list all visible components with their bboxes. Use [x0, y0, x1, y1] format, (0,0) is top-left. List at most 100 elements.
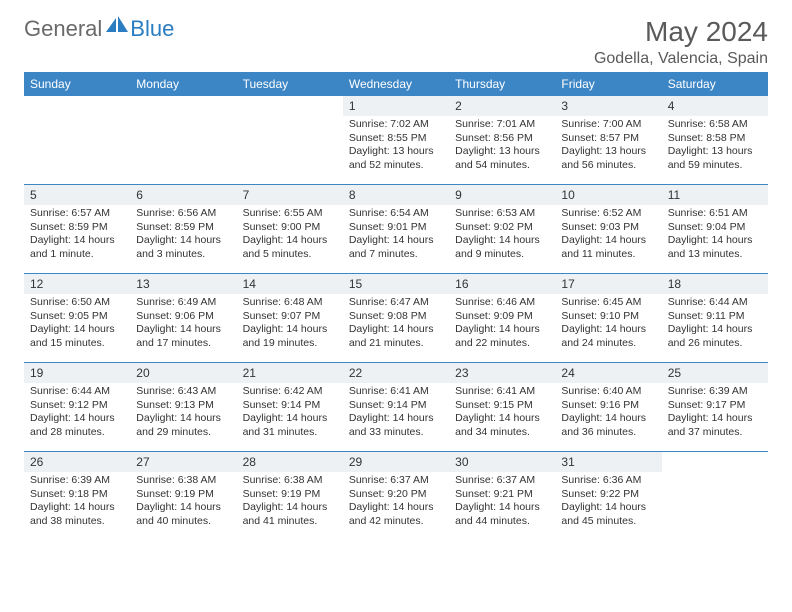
day-cell: 26Sunrise: 6:39 AMSunset: 9:18 PMDayligh…	[24, 452, 130, 540]
daylight-line: Daylight: 14 hours and 15 minutes.	[30, 323, 124, 350]
sunset-line: Sunset: 9:01 PM	[349, 221, 443, 235]
day-number: 9	[449, 185, 555, 205]
day-detail: Sunrise: 6:39 AMSunset: 9:17 PMDaylight:…	[662, 383, 768, 444]
sunset-line: Sunset: 9:03 PM	[561, 221, 655, 235]
day-cell: 15Sunrise: 6:47 AMSunset: 9:08 PMDayligh…	[343, 274, 449, 362]
calendar: SundayMondayTuesdayWednesdayThursdayFrid…	[24, 72, 768, 540]
day-number: 10	[555, 185, 661, 205]
day-detail: Sunrise: 6:55 AMSunset: 9:00 PMDaylight:…	[237, 205, 343, 266]
daylight-line: Daylight: 14 hours and 44 minutes.	[455, 501, 549, 528]
day-number: 6	[130, 185, 236, 205]
day-detail: Sunrise: 6:37 AMSunset: 9:20 PMDaylight:…	[343, 472, 449, 533]
sunset-line: Sunset: 9:02 PM	[455, 221, 549, 235]
sunset-line: Sunset: 9:16 PM	[561, 399, 655, 413]
day-number: 1	[343, 96, 449, 116]
day-number	[237, 96, 343, 102]
sunrise-line: Sunrise: 6:40 AM	[561, 385, 655, 399]
sunrise-line: Sunrise: 6:36 AM	[561, 474, 655, 488]
sunrise-line: Sunrise: 6:50 AM	[30, 296, 124, 310]
day-cell: 7Sunrise: 6:55 AMSunset: 9:00 PMDaylight…	[237, 185, 343, 273]
day-number: 17	[555, 274, 661, 294]
day-cell: 8Sunrise: 6:54 AMSunset: 9:01 PMDaylight…	[343, 185, 449, 273]
day-detail: Sunrise: 6:39 AMSunset: 9:18 PMDaylight:…	[24, 472, 130, 533]
sunrise-line: Sunrise: 6:54 AM	[349, 207, 443, 221]
day-detail: Sunrise: 6:44 AMSunset: 9:11 PMDaylight:…	[662, 294, 768, 355]
daylight-line: Daylight: 14 hours and 1 minute.	[30, 234, 124, 261]
sunrise-line: Sunrise: 6:42 AM	[243, 385, 337, 399]
day-detail: Sunrise: 6:48 AMSunset: 9:07 PMDaylight:…	[237, 294, 343, 355]
day-detail: Sunrise: 6:38 AMSunset: 9:19 PMDaylight:…	[237, 472, 343, 533]
day-number: 2	[449, 96, 555, 116]
daylight-line: Daylight: 14 hours and 36 minutes.	[561, 412, 655, 439]
daylight-line: Daylight: 14 hours and 40 minutes.	[136, 501, 230, 528]
day-number: 21	[237, 363, 343, 383]
sunset-line: Sunset: 9:14 PM	[243, 399, 337, 413]
sunrise-line: Sunrise: 6:37 AM	[349, 474, 443, 488]
daylight-line: Daylight: 14 hours and 38 minutes.	[30, 501, 124, 528]
sunset-line: Sunset: 9:22 PM	[561, 488, 655, 502]
daylight-line: Daylight: 14 hours and 45 minutes.	[561, 501, 655, 528]
daylight-line: Daylight: 14 hours and 9 minutes.	[455, 234, 549, 261]
day-cell: 5Sunrise: 6:57 AMSunset: 8:59 PMDaylight…	[24, 185, 130, 273]
sunrise-line: Sunrise: 6:55 AM	[243, 207, 337, 221]
sunrise-line: Sunrise: 6:43 AM	[136, 385, 230, 399]
day-cell: 13Sunrise: 6:49 AMSunset: 9:06 PMDayligh…	[130, 274, 236, 362]
day-number: 5	[24, 185, 130, 205]
title-block: May 2024 Godella, Valencia, Spain	[594, 16, 768, 68]
sunset-line: Sunset: 9:15 PM	[455, 399, 549, 413]
location-label: Godella, Valencia, Spain	[594, 50, 768, 68]
day-detail: Sunrise: 6:37 AMSunset: 9:21 PMDaylight:…	[449, 472, 555, 533]
day-detail: Sunrise: 6:44 AMSunset: 9:12 PMDaylight:…	[24, 383, 130, 444]
sunset-line: Sunset: 9:00 PM	[243, 221, 337, 235]
day-cell: 21Sunrise: 6:42 AMSunset: 9:14 PMDayligh…	[237, 363, 343, 451]
day-detail: Sunrise: 7:00 AMSunset: 8:57 PMDaylight:…	[555, 116, 661, 177]
week-row: 5Sunrise: 6:57 AMSunset: 8:59 PMDaylight…	[24, 185, 768, 274]
day-number: 16	[449, 274, 555, 294]
day-cell: 9Sunrise: 6:53 AMSunset: 9:02 PMDaylight…	[449, 185, 555, 273]
page-title: May 2024	[594, 16, 768, 48]
page-header: General Blue May 2024 Godella, Valencia,…	[0, 0, 792, 72]
day-cell: 10Sunrise: 6:52 AMSunset: 9:03 PMDayligh…	[555, 185, 661, 273]
dow-friday: Friday	[555, 72, 661, 96]
sunrise-line: Sunrise: 6:56 AM	[136, 207, 230, 221]
day-cell: 30Sunrise: 6:37 AMSunset: 9:21 PMDayligh…	[449, 452, 555, 540]
day-detail: Sunrise: 6:45 AMSunset: 9:10 PMDaylight:…	[555, 294, 661, 355]
day-detail: Sunrise: 6:46 AMSunset: 9:09 PMDaylight:…	[449, 294, 555, 355]
day-cell: 28Sunrise: 6:38 AMSunset: 9:19 PMDayligh…	[237, 452, 343, 540]
day-cell: 20Sunrise: 6:43 AMSunset: 9:13 PMDayligh…	[130, 363, 236, 451]
sunrise-line: Sunrise: 7:02 AM	[349, 118, 443, 132]
day-number: 31	[555, 452, 661, 472]
brand-sail-icon	[106, 16, 128, 39]
day-number	[24, 96, 130, 102]
day-cell: 24Sunrise: 6:40 AMSunset: 9:16 PMDayligh…	[555, 363, 661, 451]
day-cell: 1Sunrise: 7:02 AMSunset: 8:55 PMDaylight…	[343, 96, 449, 184]
day-number: 24	[555, 363, 661, 383]
day-number: 22	[343, 363, 449, 383]
day-detail: Sunrise: 6:42 AMSunset: 9:14 PMDaylight:…	[237, 383, 343, 444]
day-cell: 22Sunrise: 6:41 AMSunset: 9:14 PMDayligh…	[343, 363, 449, 451]
day-number: 28	[237, 452, 343, 472]
day-cell: 31 Sunrise: 6:36 AMSunset: 9:22 PMDayligh…	[555, 452, 661, 540]
day-number: 8	[343, 185, 449, 205]
day-number: 4	[662, 96, 768, 116]
day-cell: 4Sunrise: 6:58 AMSunset: 8:58 PMDaylight…	[662, 96, 768, 184]
sunrise-line: Sunrise: 6:39 AM	[668, 385, 762, 399]
sunrise-line: Sunrise: 6:45 AM	[561, 296, 655, 310]
daylight-line: Daylight: 14 hours and 42 minutes.	[349, 501, 443, 528]
daylight-line: Daylight: 14 hours and 11 minutes.	[561, 234, 655, 261]
sunset-line: Sunset: 9:21 PM	[455, 488, 549, 502]
brand-word-1: General	[24, 16, 102, 42]
daylight-line: Daylight: 14 hours and 41 minutes.	[243, 501, 337, 528]
sunset-line: Sunset: 9:08 PM	[349, 310, 443, 324]
day-cell: 29Sunrise: 6:37 AMSunset: 9:20 PMDayligh…	[343, 452, 449, 540]
day-detail: Sunrise: 6:40 AMSunset: 9:16 PMDaylight:…	[555, 383, 661, 444]
sunrise-line: Sunrise: 6:44 AM	[30, 385, 124, 399]
sunset-line: Sunset: 9:19 PM	[243, 488, 337, 502]
day-cell: 6Sunrise: 6:56 AMSunset: 8:59 PMDaylight…	[130, 185, 236, 273]
sunset-line: Sunset: 8:59 PM	[30, 221, 124, 235]
daylight-line: Daylight: 14 hours and 24 minutes.	[561, 323, 655, 350]
sunset-line: Sunset: 9:19 PM	[136, 488, 230, 502]
empty-cell	[237, 96, 343, 184]
daylight-line: Daylight: 14 hours and 3 minutes.	[136, 234, 230, 261]
day-number: 19	[24, 363, 130, 383]
